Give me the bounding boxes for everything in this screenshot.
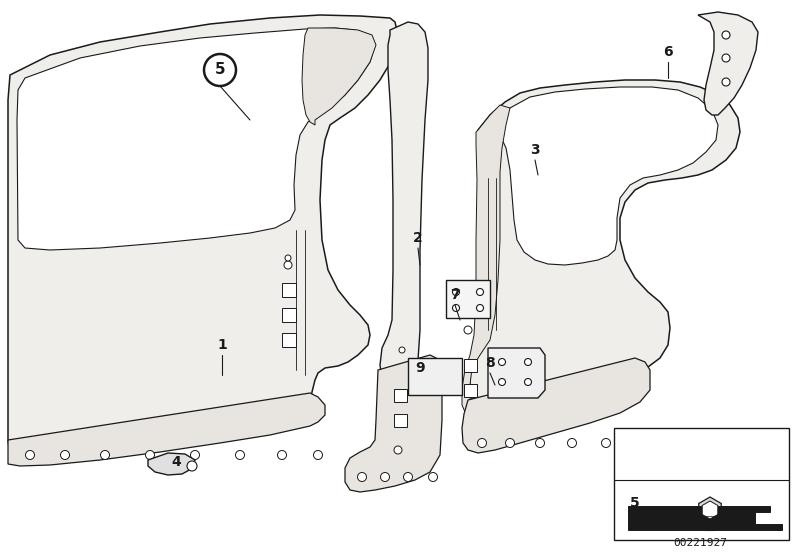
Polygon shape	[8, 15, 398, 457]
Circle shape	[464, 326, 472, 334]
Circle shape	[567, 438, 577, 448]
Circle shape	[285, 255, 291, 261]
Bar	[464, 359, 477, 372]
Polygon shape	[462, 358, 650, 453]
Circle shape	[452, 288, 459, 296]
Polygon shape	[702, 501, 718, 519]
Text: 9: 9	[415, 361, 425, 375]
Circle shape	[476, 305, 483, 311]
Circle shape	[236, 451, 244, 459]
Text: 00221927: 00221927	[673, 538, 727, 548]
Circle shape	[26, 451, 34, 459]
Circle shape	[476, 288, 483, 296]
Circle shape	[631, 438, 641, 448]
Text: 6: 6	[663, 45, 673, 59]
Circle shape	[61, 451, 70, 459]
Polygon shape	[698, 12, 758, 115]
Circle shape	[277, 451, 287, 459]
Bar	[282, 333, 296, 347]
Bar	[282, 308, 296, 322]
Circle shape	[357, 472, 367, 481]
Bar	[282, 283, 296, 297]
Circle shape	[313, 451, 323, 459]
Bar	[394, 414, 407, 427]
Polygon shape	[470, 80, 740, 415]
Circle shape	[190, 451, 200, 459]
Polygon shape	[462, 105, 510, 415]
Polygon shape	[699, 497, 721, 523]
Polygon shape	[345, 355, 442, 492]
Text: 5: 5	[215, 63, 225, 78]
Circle shape	[506, 438, 515, 448]
Circle shape	[187, 461, 197, 471]
Text: 5: 5	[630, 496, 640, 510]
Circle shape	[204, 54, 236, 86]
Circle shape	[452, 305, 459, 311]
Polygon shape	[446, 280, 490, 318]
Circle shape	[524, 358, 531, 366]
Text: 1: 1	[217, 338, 227, 352]
Bar	[394, 389, 407, 402]
Polygon shape	[148, 453, 195, 475]
Circle shape	[722, 54, 730, 62]
Bar	[705, 510, 715, 530]
Circle shape	[403, 472, 412, 481]
Circle shape	[499, 378, 506, 386]
Bar	[464, 384, 477, 397]
Polygon shape	[488, 348, 545, 398]
Polygon shape	[302, 28, 376, 125]
Circle shape	[380, 472, 389, 481]
Polygon shape	[628, 506, 782, 530]
Text: 3: 3	[531, 143, 540, 157]
Circle shape	[478, 438, 487, 448]
Text: 7: 7	[450, 288, 459, 302]
Text: 4: 4	[171, 455, 181, 469]
Circle shape	[399, 347, 405, 353]
Circle shape	[101, 451, 109, 459]
Polygon shape	[8, 393, 325, 466]
Circle shape	[524, 378, 531, 386]
Circle shape	[643, 438, 653, 448]
Polygon shape	[490, 87, 718, 265]
Circle shape	[394, 446, 402, 454]
Bar	[614, 428, 789, 540]
Text: 8: 8	[485, 356, 495, 370]
Polygon shape	[380, 22, 428, 390]
Circle shape	[145, 451, 154, 459]
Circle shape	[499, 358, 506, 366]
Text: 2: 2	[413, 231, 423, 245]
Circle shape	[284, 261, 292, 269]
Circle shape	[722, 78, 730, 86]
Circle shape	[428, 472, 438, 481]
Circle shape	[535, 438, 544, 448]
Circle shape	[464, 291, 471, 299]
Circle shape	[722, 31, 730, 39]
Circle shape	[602, 438, 610, 448]
Polygon shape	[408, 358, 462, 395]
Polygon shape	[17, 28, 375, 250]
